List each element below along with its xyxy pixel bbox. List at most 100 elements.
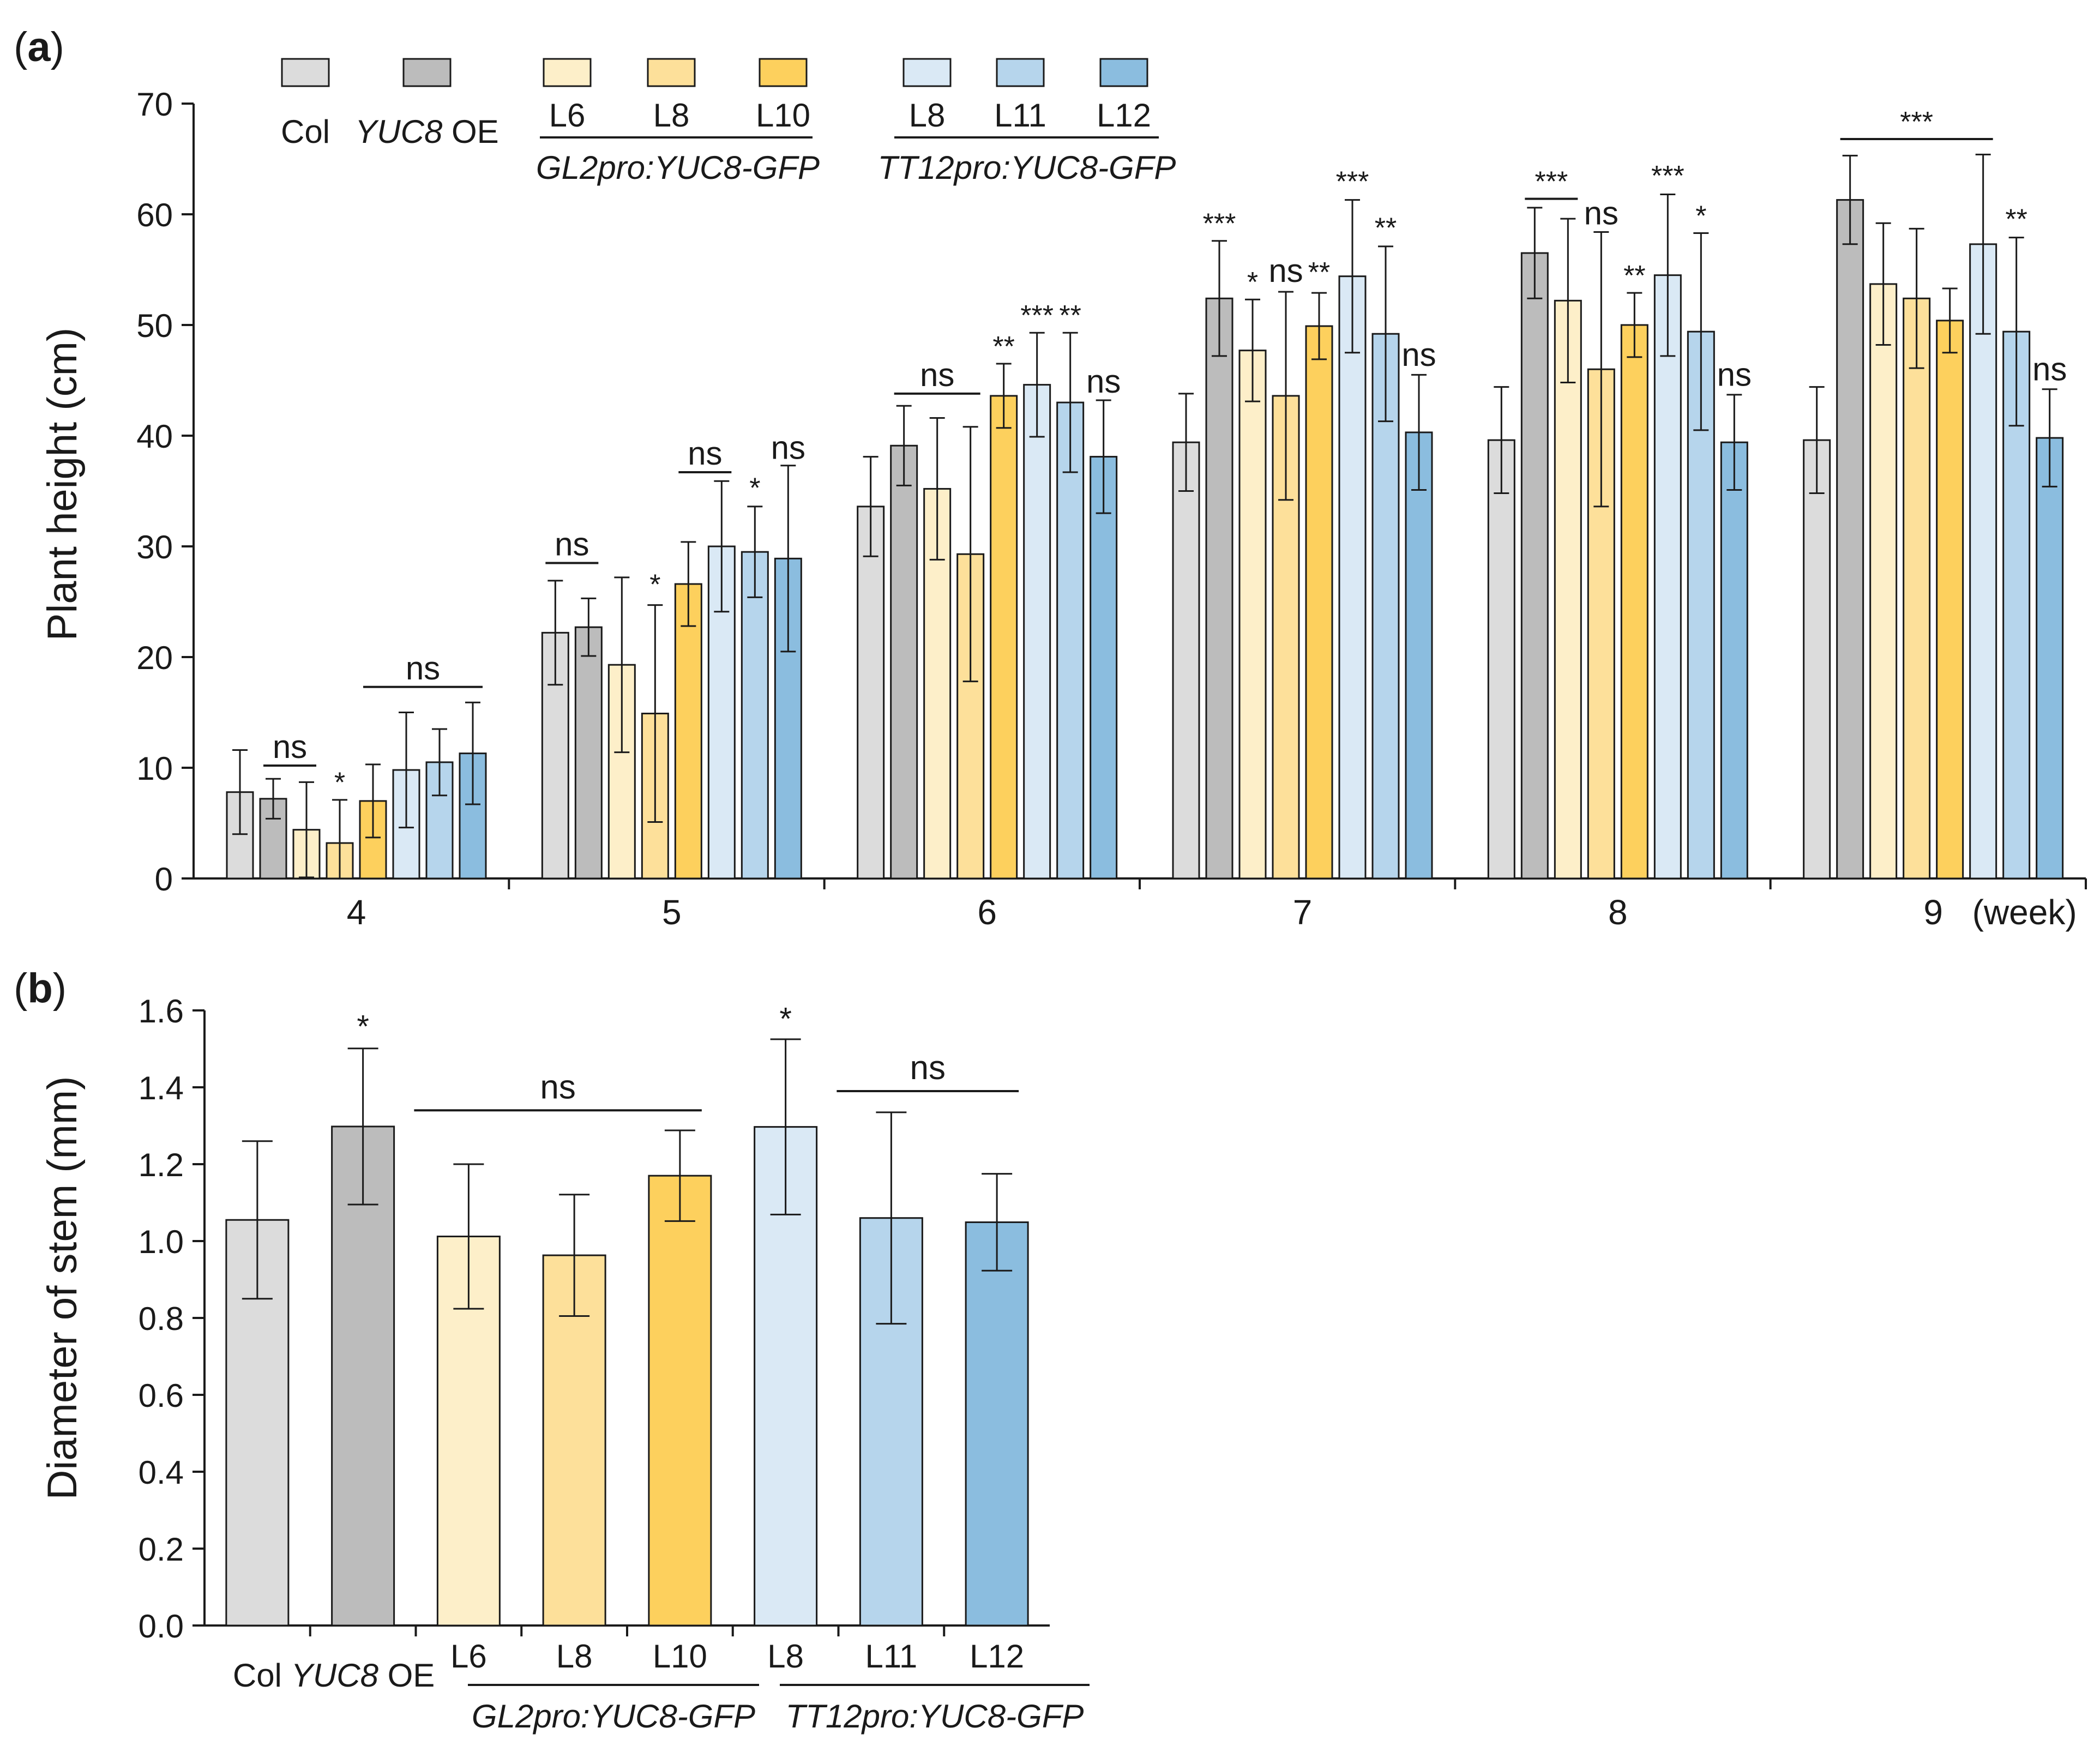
panel-a-significance-label: ns [2032, 351, 2067, 388]
panel-b-x-tick-label: L6 [450, 1638, 487, 1675]
panel-b-y-axis-label: Diameter of stem (mm) [39, 1076, 86, 1500]
panel-a-legend-swatch [1099, 58, 1148, 87]
panel-b-significance-label: ns [910, 1049, 946, 1087]
panel-a-bar [1936, 320, 1964, 880]
panel-a-significance-label: * [1247, 267, 1258, 298]
panel-a-significance-label: ns [1268, 252, 1303, 289]
panel-a-bar [1305, 325, 1333, 880]
panel-b: (b) Diameter of stem (mm) 0.00.20.40.60.… [14, 965, 1090, 1735]
panel-b-y-tick-label: 0.2 [139, 1531, 184, 1568]
panel-a-bar [2036, 437, 2064, 880]
panel-a-significance-label: ns [555, 526, 589, 562]
panel-a-significance-label: ns [920, 357, 954, 393]
panel-b-significance-label: * [357, 1009, 369, 1044]
panel-a-bar [1836, 199, 1864, 880]
panel-a-bar [2002, 330, 2031, 880]
panel-b-x-tick-label: L8 [556, 1638, 593, 1675]
panel-a-y-tick-label: 0 [155, 861, 173, 898]
panel-a-legend-swatch [281, 58, 330, 87]
panel-a-bar [1869, 283, 1898, 880]
panel-a-bar [1653, 274, 1682, 880]
panel-a-bar [459, 752, 487, 880]
panel-a-bar [1405, 431, 1433, 880]
panel-a-bar [1238, 350, 1267, 880]
panel-a-legend-swatch [902, 58, 952, 87]
panel-a-legend-swatch [996, 58, 1045, 87]
panel-b-y-tick-label: 1.4 [139, 1070, 184, 1106]
panel-b-significance-label: ns [540, 1068, 575, 1106]
panel-a-legend-swatch [402, 58, 452, 87]
panel-a-x-tick-label: 6 [977, 893, 997, 932]
panel-a-significance-label: *** [1203, 208, 1236, 240]
panel-b-x-tick-label: YUC8 OE [291, 1657, 435, 1694]
panel-a-significance-label: ns [688, 435, 722, 472]
panel-b-group-label: GL2pro:YUC8-GFP [472, 1698, 755, 1735]
panel-b-bar [965, 1221, 1029, 1627]
panel-a-significance-label: ns [1401, 336, 1436, 373]
panel-a-bar [1969, 243, 1997, 880]
panel-a-significance-label: ns [1717, 357, 1752, 393]
panel-a-bar [1487, 439, 1515, 880]
panel-a-legend-swatch [647, 58, 696, 87]
panel-a-bar [1338, 275, 1367, 880]
panel-a-significance-label: ns [771, 430, 805, 466]
panel-a-significance-label: ** [992, 331, 1014, 363]
panel-b-y-tick-label: 1.6 [139, 993, 184, 1029]
panel-a-x-tick-label: 4 [347, 893, 366, 932]
panel-a-legend-label: L12 [1097, 97, 1151, 134]
panel-a-significance-label: ns [1086, 363, 1121, 400]
panel-a-bar [890, 444, 918, 880]
panel-a-bar [1903, 297, 1931, 880]
panel-b-x-tick-label: L8 [767, 1638, 804, 1675]
panel-a-bar [741, 551, 769, 880]
panel-b-y-tick-label: 0.8 [139, 1301, 184, 1337]
panel-a-y-tick-label: 50 [136, 308, 173, 344]
panel-a-legend-group-label: TT12pro:YUC8-GFP [878, 149, 1176, 186]
panel-a-legend-label: L10 [756, 97, 810, 134]
panel-a-significance-label: ns [406, 650, 440, 687]
panel-a-y-tick-label: 30 [136, 529, 173, 565]
panel-a-significance-label: *** [1535, 166, 1568, 198]
panel-b-letter: b [27, 965, 52, 1012]
panel-a-bar [1371, 333, 1400, 880]
panel-b-plot-area: 0.0 0.2 0.4 0.6 0.8 1.0 1.2 1.4 1.6 Col YUC8 OE L6 L… [139, 993, 1090, 1735]
panel-a-bar [674, 583, 702, 880]
panel-a-significance-label: ** [2005, 203, 2027, 235]
panel-b-x-tick-label: L11 [865, 1638, 918, 1675]
panel-a-y-tick-label: 40 [136, 418, 173, 455]
panel-a-significance-label: *** [1651, 160, 1684, 192]
panel-a-bar [574, 626, 603, 880]
panel-a-plot-area: 0 10 20 30 40 50 60 70 4 5 6 7 8 9 (week) ns * ns ns * ns * ns… [136, 86, 2087, 932]
panel-b-y-tick-label: 1.0 [139, 1224, 184, 1260]
panel-a-x-tick-label: 7 [1293, 893, 1313, 932]
panel-a-significance-label: ** [1308, 257, 1330, 288]
panel-a-x-tick-label: 5 [662, 893, 682, 932]
panel-a-x-unit-label: (week) [1972, 893, 2077, 932]
panel-a-label: (a) [14, 24, 64, 70]
panel-a-legend: Col YUC8 OE L6 L8 L10 L8 L11 L12 GL2pro:YUC8-GFP… [281, 58, 1176, 186]
panel-a-legend-swatch [543, 58, 592, 87]
panel-a-bar [857, 505, 885, 880]
panel-b-bar [648, 1175, 712, 1627]
panel-a-significance-label: * [1695, 200, 1706, 232]
panel-a-bar [1720, 441, 1748, 880]
panel-b-label: (b) [14, 965, 67, 1012]
panel-a-legend-label: L8 [909, 97, 946, 134]
panel-a-legend-group-label: GL2pro:YUC8-GFP [536, 149, 820, 186]
panel-a-significance-label: *** [1336, 166, 1369, 197]
panel-a-legend-label: L6 [549, 97, 586, 134]
panel-a-legend-label: L8 [653, 97, 690, 134]
panel-a-y-tick-label: 70 [136, 86, 173, 123]
panel-a-significance-label: ** [1059, 300, 1081, 332]
panel-b-y-tick-label: 0.6 [139, 1377, 184, 1414]
panel-a-significance-label: * [649, 569, 660, 600]
panel-b-x-tick-label: L10 [653, 1638, 707, 1675]
panel-a-bar [1172, 441, 1200, 880]
panel-a-significance-label: *** [1020, 300, 1054, 332]
panel-a-legend-label: Col [281, 113, 330, 150]
panel-a-bar [990, 395, 1018, 880]
panel-a-legend-label: YUC8 OE [355, 113, 498, 150]
panel-a-y-axis-label: Plant height (cm) [39, 328, 86, 641]
panel-a-bar [1554, 299, 1582, 880]
panel-a-significance-label: ns [1584, 195, 1618, 231]
